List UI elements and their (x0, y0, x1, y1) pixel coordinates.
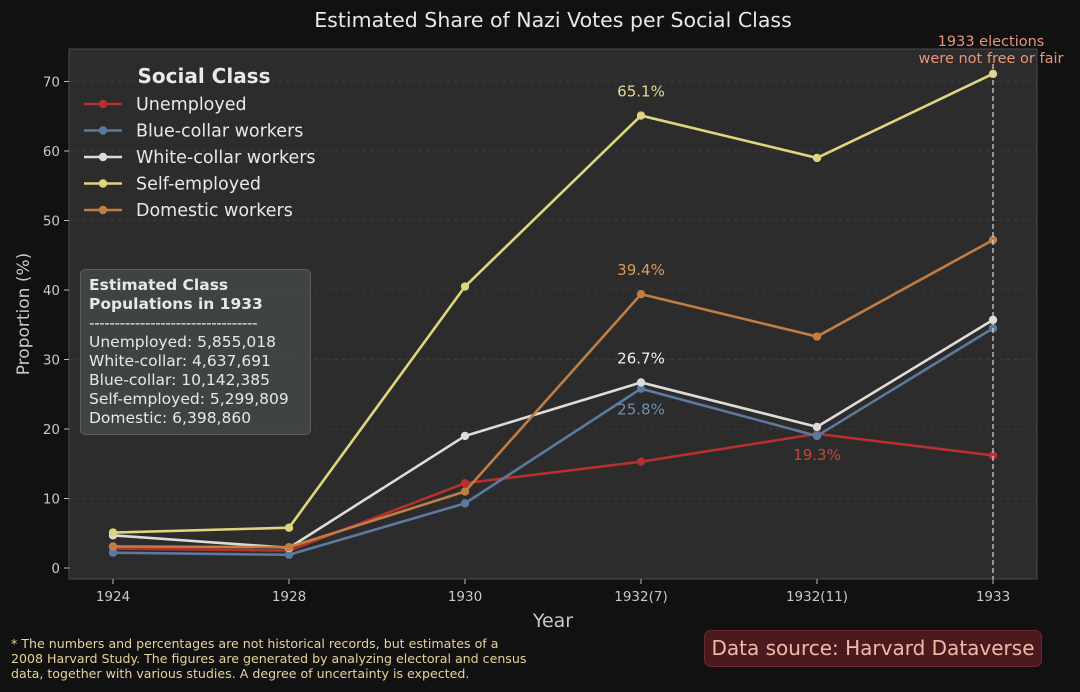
legend-swatch-marker (98, 205, 108, 215)
annotation: 1933 elections were not free or fair (919, 34, 1064, 579)
point-blue-collar-workers-1932-7 (636, 384, 646, 393)
legend-item-self-employed: Self-employed (84, 175, 261, 195)
y-tick-label-0: 0 (51, 561, 60, 577)
point-white-collar-workers-1932-7 (636, 378, 646, 387)
point-unemployed-1933 (988, 451, 998, 460)
series-domestic-workers (108, 235, 998, 552)
point-domestic-workers-1932-11 (812, 332, 822, 341)
legend-label: Domestic workers (136, 201, 293, 221)
y-tick-label-20: 20 (43, 422, 60, 438)
axes: 0 10 20 30 40 50 60 70 1924 1928 1930 1932(7) 1932(1… (43, 75, 1010, 606)
point-unemployed-1932-7 (636, 457, 646, 466)
annotation-text-line: were not free or fair (919, 51, 1064, 67)
series-blue-collar-workers (108, 324, 998, 559)
stats-line-blue-collar: Blue-collar: 10,142,385 (89, 371, 271, 389)
data-source-label: Data source: Harvard Dataverse (711, 636, 1035, 660)
data-labels: 65.1% 39.4% 26.7% 25.8% 19.3% (617, 83, 841, 464)
footnote: * The numbers and percentages are not hi… (11, 636, 527, 681)
stats-line-unemployed: Unemployed: 5,855,018 (89, 333, 277, 351)
legend-swatch-marker (98, 126, 108, 135)
annotation-text-line: 1933 elections (938, 34, 1045, 50)
legend-item-domestic-workers: Domestic workers (84, 201, 293, 221)
y-tick-label-10: 10 (43, 492, 60, 508)
series-self-employed (108, 69, 998, 537)
point-white-collar-workers-1933 (988, 315, 998, 325)
series-lines (108, 69, 998, 559)
chart-title: Estimated Share of Nazi Votes per Social… (314, 8, 792, 32)
legend-swatch-marker (98, 179, 108, 188)
point-domestic-workers-1930 (460, 487, 470, 496)
point-domestic-workers-1928 (284, 542, 294, 552)
x-tick-label-1932-11: 1932(11) (786, 589, 848, 605)
point-blue-collar-workers-1928 (284, 550, 294, 559)
x-tick-label-1933: 1933 (976, 589, 1010, 605)
point-self-employed-1932-7 (636, 111, 646, 120)
point-white-collar-workers-1932-11 (812, 422, 822, 432)
stats-line-self-employed: Self-employed: 5,299,809 (89, 390, 289, 408)
data-label-self-employed: 65.1% (617, 83, 665, 101)
x-tick-label-1928: 1928 (272, 589, 306, 605)
y-tick-label-70: 70 (43, 75, 60, 91)
x-tick-label-1932-7: 1932(7) (614, 589, 667, 605)
data-label-blue-collar-workers: 25.8% (617, 401, 665, 419)
y-tick-label-60: 60 (43, 144, 60, 160)
legend-title: Social Class (137, 64, 270, 88)
legend-label: Blue-collar workers (136, 122, 303, 142)
point-domestic-workers-1932-7 (636, 289, 646, 299)
point-domestic-workers-1924 (108, 542, 118, 551)
point-unemployed-1930 (460, 479, 470, 488)
legend-item-blue-collar-workers: Blue-collar workers (84, 122, 303, 142)
data-source-badge: Data source: Harvard Dataverse (704, 630, 1042, 667)
stats-line-white-collar: White-collar: 4,637,691 (89, 352, 271, 370)
legend-label: White-collar workers (136, 148, 316, 168)
legend-label: Self-employed (136, 175, 261, 195)
legend-swatch-marker (98, 152, 108, 162)
series-line-self-employed (112, 72, 994, 534)
point-blue-collar-workers-1930 (460, 499, 470, 508)
point-self-employed-1924 (108, 528, 118, 537)
point-domestic-workers-1933 (988, 235, 998, 245)
x-tick-label-1924: 1924 (96, 589, 130, 605)
data-label-unemployed: 19.3% (793, 446, 841, 464)
x-tick-label-1930: 1930 (448, 589, 482, 605)
x-axis-title: Year (532, 610, 573, 632)
legend: Social Class Unemployed Blue-collar worke… (84, 64, 316, 221)
y-axis-title: Proportion (%) (14, 253, 34, 376)
series-line-domestic-workers (112, 238, 994, 549)
legend-item-unemployed: Unemployed (84, 95, 247, 115)
point-blue-collar-workers-1924 (108, 548, 118, 557)
y-tick-label-40: 40 (43, 283, 60, 299)
annotation-text: 1933 elections were not free or fair (919, 34, 1064, 67)
data-label-white-collar-workers: 26.7% (617, 349, 665, 367)
point-blue-collar-workers-1932-11 (812, 431, 822, 441)
series-line-unemployed (112, 432, 994, 552)
stats-line-domestic: Domestic: 6,398,860 (89, 409, 252, 427)
y-tick-label-50: 50 (43, 214, 60, 230)
population-stats-box: Estimated Class Populations in 1933 ----… (80, 269, 311, 435)
point-self-employed-1930 (460, 282, 470, 291)
legend-swatch-marker (98, 99, 108, 109)
y-tick-label-30: 30 (43, 353, 60, 369)
stats-title: Estimated Class Populations in 1933 (89, 276, 263, 313)
point-self-employed-1932-11 (812, 153, 822, 163)
data-label-domestic-workers: 39.4% (617, 261, 665, 279)
series-line-blue-collar-workers (112, 327, 994, 557)
stats-separator: --------------------------------- (89, 314, 258, 332)
legend-label: Unemployed (136, 95, 247, 115)
point-white-collar-workers-1930 (460, 431, 470, 441)
point-self-employed-1928 (284, 523, 294, 532)
legend-item-white-collar-workers: White-collar workers (84, 148, 316, 168)
